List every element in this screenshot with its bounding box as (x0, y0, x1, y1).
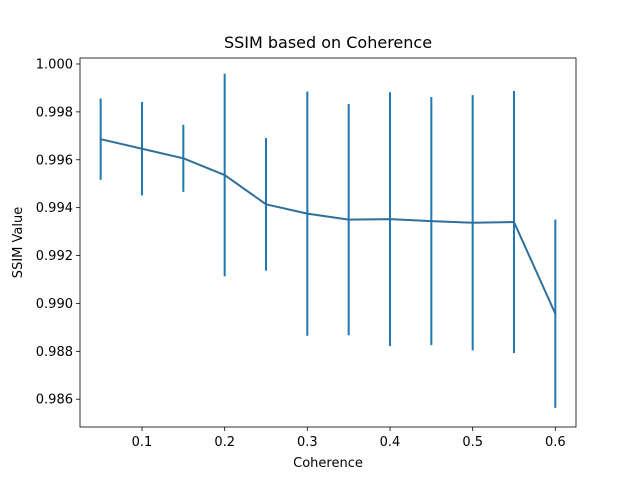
x-tick-label: 0.6 (545, 435, 566, 450)
y-tick-label: 0.996 (36, 153, 73, 168)
y-axis-label: SSIM Value (11, 207, 26, 278)
series-line (99, 138, 557, 315)
y-tick-label: 0.998 (36, 105, 73, 120)
plot-marks (99, 73, 557, 408)
plot-area-frame (79, 57, 577, 428)
x-tick-label: 0.3 (297, 435, 318, 450)
x-tick-label: 0.5 (462, 435, 483, 450)
y-tick-label: 0.994 (36, 201, 73, 216)
x-tick-label: 0.1 (132, 435, 153, 450)
x-tick-label: 0.2 (214, 435, 235, 450)
x-axis-label: Coherence (293, 456, 363, 471)
axis-ticks: 0.1 0.2 0.3 0.4 0.5 0.6 0.986 0.988 0.990 0.992 0.… (36, 57, 566, 450)
y-tick-label: 0.988 (36, 345, 73, 360)
y-tick-label: 0.992 (36, 249, 73, 264)
y-tick-label: 0.986 (36, 393, 73, 408)
y-tick-label: 1.000 (36, 57, 73, 72)
chart-title: SSIM based on Coherence (224, 33, 432, 52)
x-tick-label: 0.4 (380, 435, 401, 450)
y-tick-label: 0.990 (36, 297, 73, 312)
